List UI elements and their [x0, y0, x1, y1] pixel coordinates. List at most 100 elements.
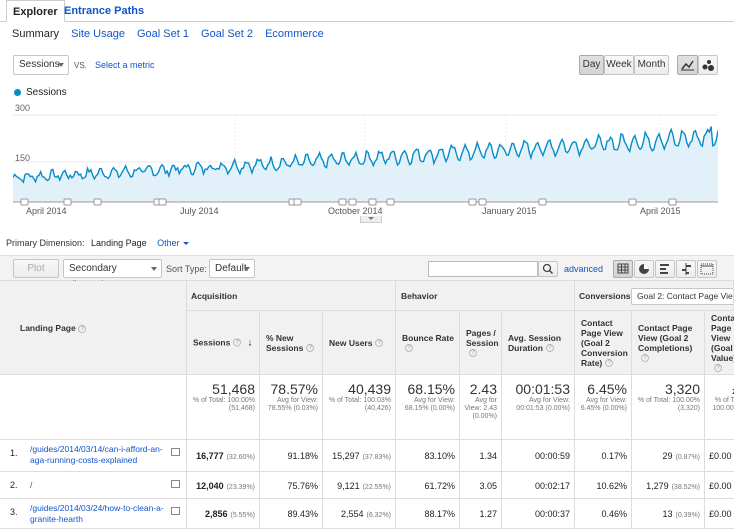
cell-percent: (22.55%) [362, 484, 391, 491]
behavior-label: Behavior [401, 291, 438, 301]
open-page-icon[interactable] [171, 480, 180, 488]
data-view-button[interactable] [613, 260, 633, 278]
annotation-marker-icon[interactable] [478, 198, 487, 206]
totals-cell-goal2-value: £% of T... 100.00% (£ [705, 375, 734, 440]
total-subtext: Avg for View: 2.43 (0.00%) [464, 397, 497, 420]
annotation-marker-icon[interactable] [368, 198, 377, 206]
column-header-goal2-completions[interactable]: Contact Page View (Goal 2 Completions)? [632, 311, 705, 375]
table-row: 1. /guides/2014/03/14/can-i-afford-an-ag… [0, 440, 187, 472]
annotation-marker-icon[interactable] [93, 198, 102, 206]
sort-desc-arrow-icon: ↓ [247, 337, 253, 348]
help-icon: ? [714, 364, 722, 373]
secondary-dimension-select[interactable]: Secondary dimension [63, 259, 162, 291]
plot-rows-button[interactable]: Plot Rows [13, 259, 59, 291]
annotation-marker-icon[interactable] [386, 198, 395, 206]
annotation-marker-icon[interactable] [538, 198, 547, 206]
subtab-site-usage[interactable]: Site Usage [71, 28, 125, 40]
column-header-goal2-conversion-rate[interactable]: Contact Page View (Goal 2 Conversion Rat… [575, 311, 632, 375]
column-header-label: Avg. Session Duration [508, 332, 562, 353]
total-subtext: % of Total: 100.00% (51,468) [192, 397, 255, 412]
cell-percent: (32.60%) [226, 454, 255, 461]
row-cell-pages-per-session: 1.27 [460, 499, 502, 529]
month-button[interactable]: Month [634, 55, 669, 75]
row-cell-new-users: 2,554 (6.32%) [323, 499, 396, 529]
annotation-marker-icon[interactable] [348, 198, 357, 206]
column-header-label: % New Sessions [266, 332, 304, 353]
week-button[interactable]: Week [604, 55, 634, 75]
sort-type-select[interactable]: Default [209, 259, 255, 278]
totals-cell-pages-per-session: 2.43 Avg for View: 2.43 (0.00%) [460, 375, 502, 440]
cell-value: 10.62% [596, 481, 627, 491]
column-header-avg-session-duration[interactable]: Avg. Session Duration? [502, 311, 575, 375]
day-button[interactable]: Day [579, 55, 604, 75]
cell-value: 0.17% [601, 451, 627, 461]
annotation-marker-icon[interactable] [20, 198, 29, 206]
column-header-pages-per-session[interactable]: Pages / Session? [460, 311, 502, 375]
column-header-goal2-value[interactable]: Contact Page View (Goal 2 Value)? [705, 311, 734, 375]
help-icon: ? [233, 338, 242, 347]
annotation-marker-icon[interactable] [468, 198, 477, 206]
annotation-toggle[interactable] [360, 216, 382, 223]
landing-page-header[interactable]: Landing Page ? [0, 281, 187, 375]
metric-select[interactable]: Sessions [13, 55, 69, 75]
table-search-input[interactable] [428, 261, 538, 277]
subtab-goal-set-1[interactable]: Goal Set 1 [137, 28, 189, 40]
line-chart-button[interactable] [677, 55, 698, 75]
column-header-new-sessions-pct[interactable]: % New Sessions? [260, 311, 323, 375]
primary-dimension-value[interactable]: Landing Page [91, 238, 147, 248]
column-header-bounce-rate[interactable]: Bounce Rate? [396, 311, 460, 375]
column-header-new-users[interactable]: New Users? [323, 311, 396, 375]
y-tick-300: 300 [15, 103, 31, 113]
cell-value: 00:00:37 [534, 509, 570, 519]
tab-explorer[interactable]: Explorer [6, 0, 65, 22]
subtab-goal-set-2[interactable]: Goal Set 2 [201, 28, 254, 40]
pivot-view-button[interactable] [697, 260, 717, 278]
annotation-markers[interactable] [20, 198, 677, 206]
acquisition-label: Acquisition [191, 291, 238, 301]
total-subtext: Avg for View: 00:01:53 (0.00%) [516, 397, 570, 412]
percentage-view-button[interactable] [634, 260, 654, 278]
goal-select[interactable]: Goal 2: Contact Page View [631, 288, 733, 305]
help-icon: ? [405, 344, 413, 353]
column-header-sessions[interactable]: Sessions? ↓ [187, 311, 260, 375]
annotation-marker-icon[interactable] [338, 198, 347, 206]
total-subtext: Avg for View: 6.45% (0.00%) [580, 397, 627, 412]
subtab-ecommerce[interactable]: Ecommerce [265, 28, 324, 40]
motion-chart-button[interactable] [698, 55, 718, 75]
select-metric-link[interactable]: Select a metric [95, 60, 155, 70]
open-page-icon[interactable] [171, 507, 180, 515]
primary-dimension-label: Primary Dimension: [6, 238, 85, 248]
subtab-summary[interactable]: Summary [12, 28, 60, 40]
annotation-marker-icon[interactable] [63, 198, 72, 206]
total-value: 78.57% [270, 381, 318, 397]
annotation-marker-icon[interactable] [628, 198, 637, 206]
comparison-view-button[interactable] [676, 260, 696, 278]
bubble-chart-icon [702, 60, 714, 71]
cell-value: 1,279 [646, 481, 669, 491]
row-cell-goal2-completions: 29 (0.87%) [632, 440, 705, 472]
landing-page-header-label: Landing Page [20, 323, 76, 333]
totals-cell-avg-session-duration: 00:01:53 Avg for View: 00:01:53 (0.00%) [502, 375, 575, 440]
landing-page-link[interactable]: / [30, 480, 33, 490]
performance-view-button[interactable] [655, 260, 675, 278]
cell-value: 1.34 [479, 451, 497, 461]
landing-page-link[interactable]: /guides/2014/03/24/how-to-clean-a-granit… [30, 503, 164, 524]
annotation-marker-icon[interactable] [293, 198, 302, 206]
total-subtext: % of T... 100.00% (£ [712, 397, 734, 420]
annotation-marker-icon[interactable] [158, 198, 167, 206]
row-cell-pages-per-session: 1.34 [460, 440, 502, 472]
tab-entrance-paths[interactable]: Entrance Paths [64, 5, 145, 17]
total-value: 3,320 [664, 381, 700, 397]
row-index: 1. [10, 448, 18, 458]
bar-list-icon [660, 264, 669, 274]
cell-percent: (0.87%) [675, 454, 700, 461]
other-dimension-link[interactable]: Other [157, 238, 180, 248]
behavior-group-header: Behavior [396, 281, 575, 311]
row-cell-goal2-value: £0.00 [705, 499, 734, 529]
search-button[interactable] [538, 261, 558, 277]
annotation-marker-icon[interactable] [668, 198, 677, 206]
open-page-icon[interactable] [171, 448, 180, 456]
advanced-filter-link[interactable]: advanced [564, 264, 604, 274]
table-row: 3. /guides/2014/03/24/how-to-clean-a-gra… [0, 499, 187, 529]
landing-page-link[interactable]: /guides/2014/03/14/can-i-afford-an-aga-r… [30, 444, 163, 465]
